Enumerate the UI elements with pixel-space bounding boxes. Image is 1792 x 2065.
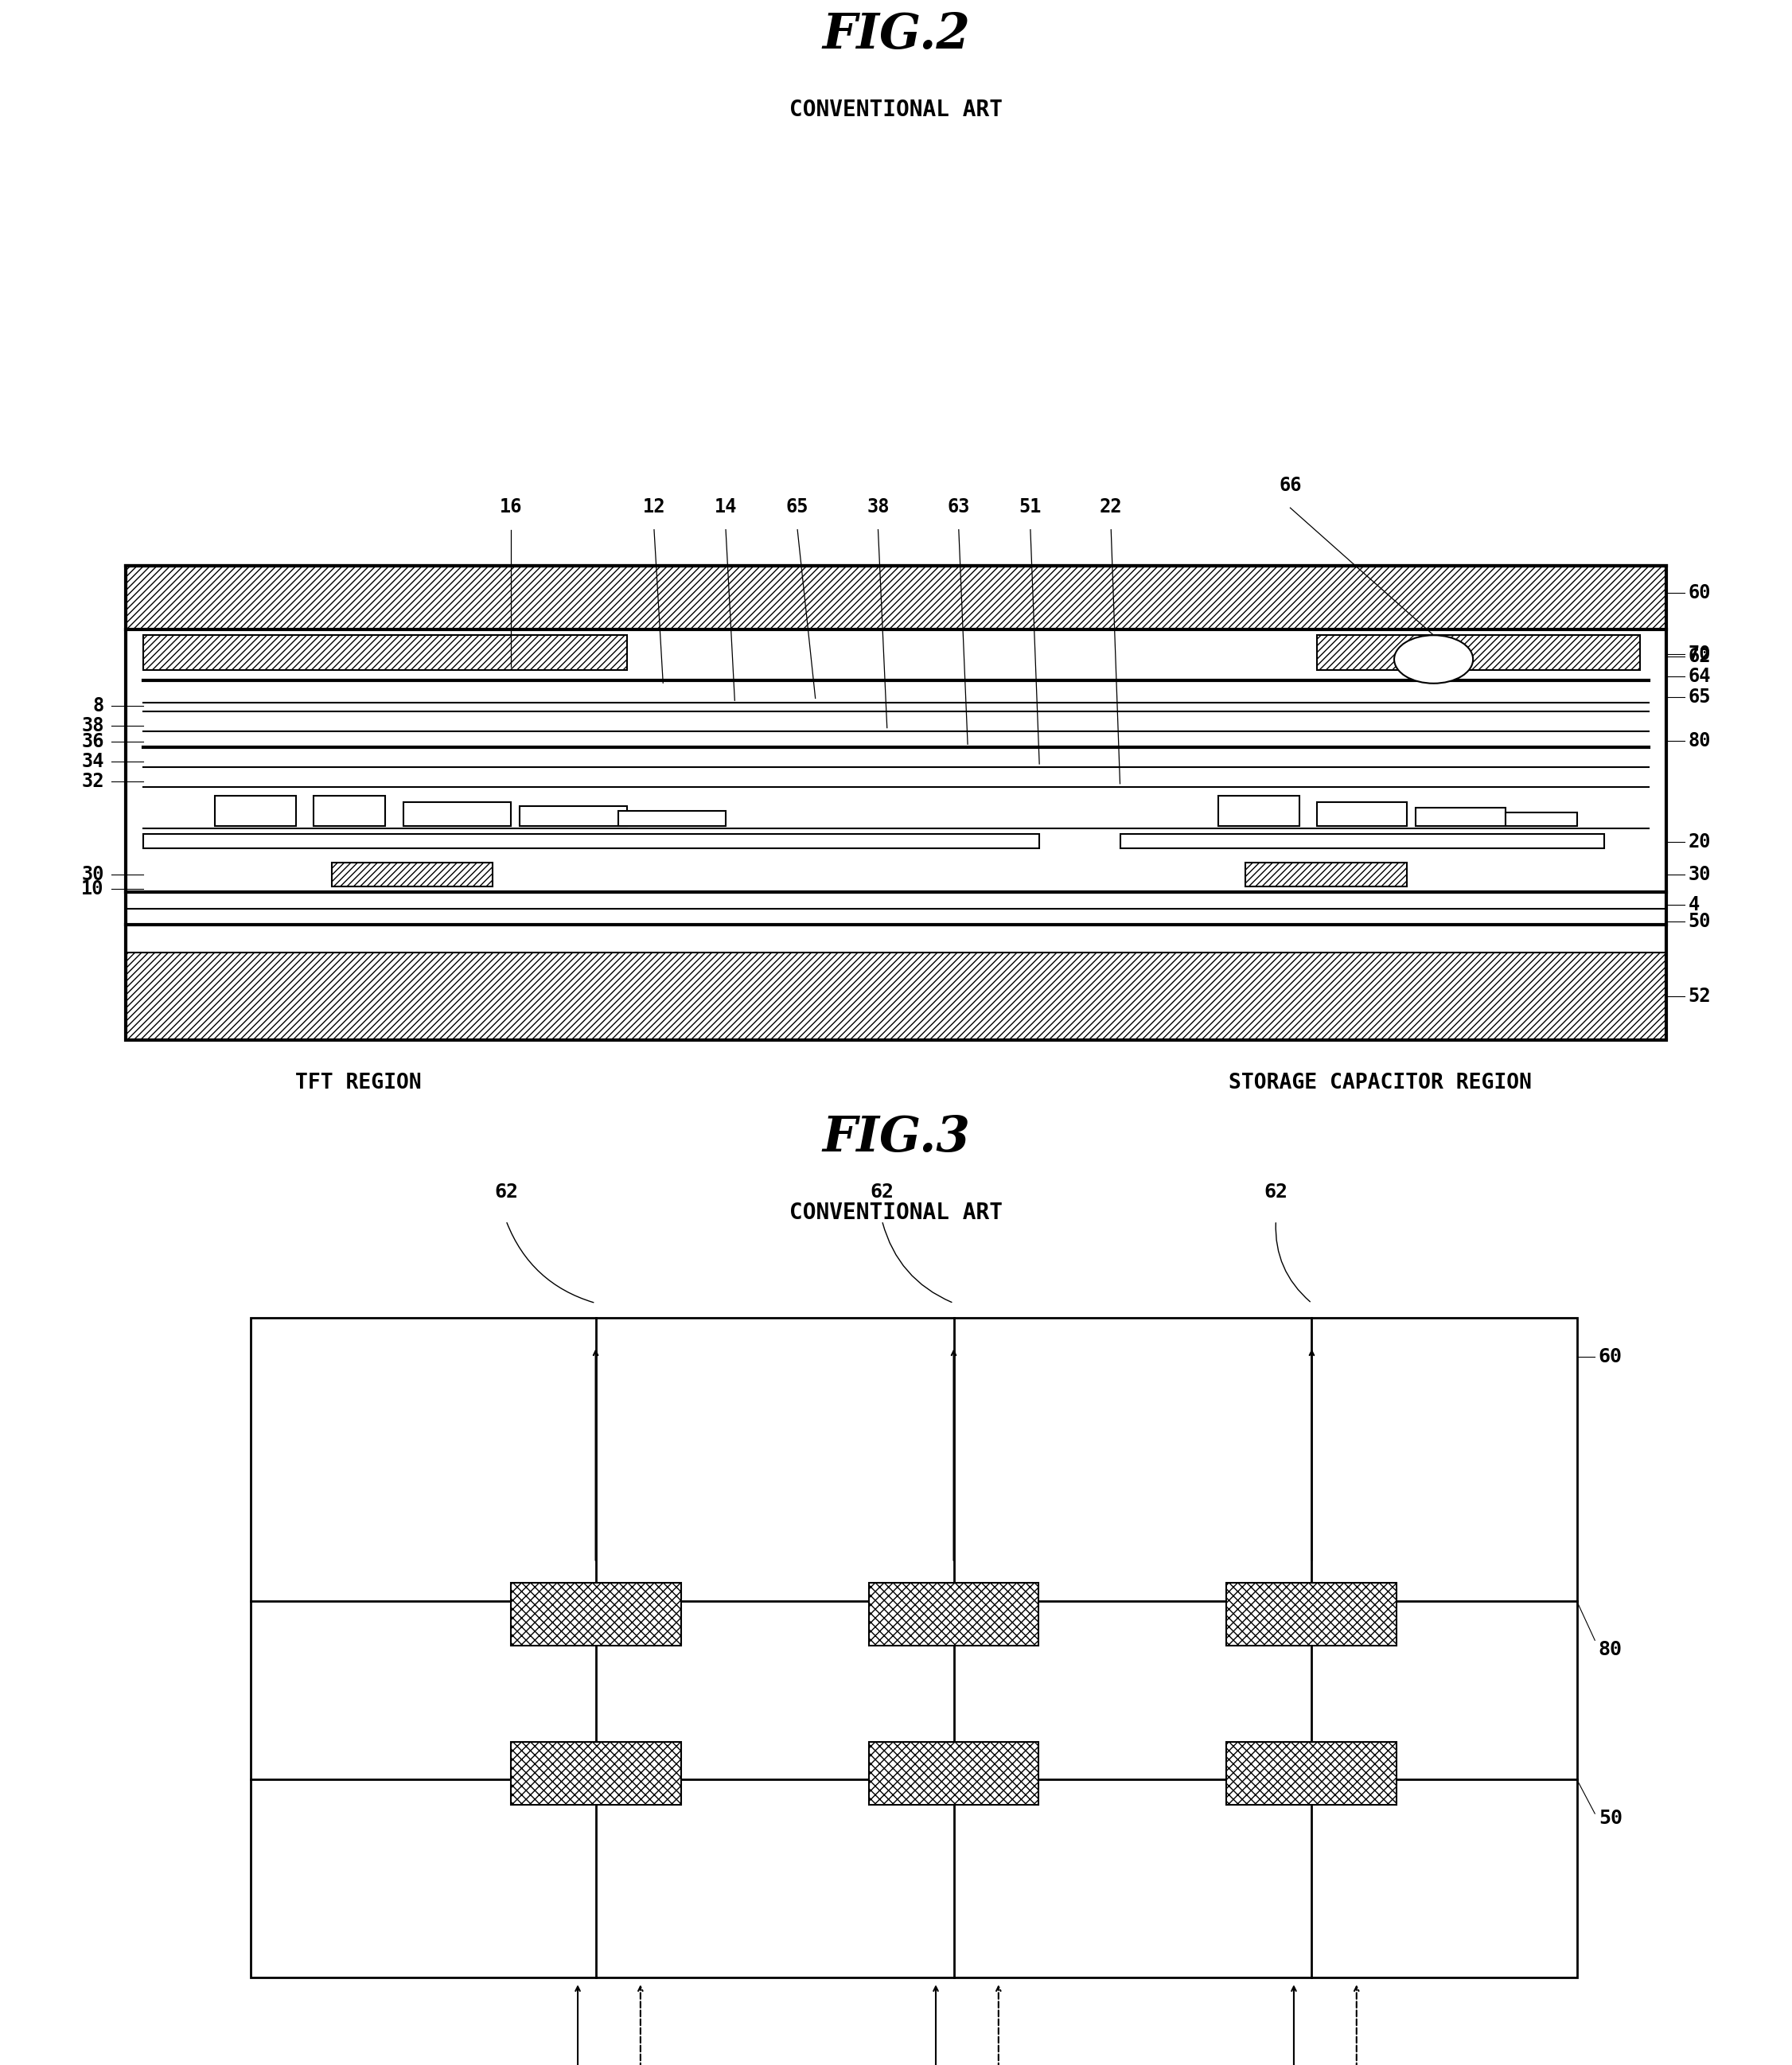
- Text: CONVENTIONAL ART: CONVENTIONAL ART: [788, 1202, 1004, 1222]
- Bar: [251, 1317, 1577, 1978]
- Text: 30: 30: [1688, 865, 1711, 884]
- Text: 8: 8: [93, 696, 104, 714]
- Text: 60: 60: [1688, 584, 1711, 603]
- Text: 80: 80: [1688, 731, 1711, 750]
- Text: 63: 63: [948, 498, 969, 516]
- Bar: [314, 795, 385, 826]
- Text: 30: 30: [81, 865, 104, 884]
- Bar: [332, 863, 493, 886]
- Bar: [1317, 634, 1640, 669]
- Bar: [143, 834, 1039, 849]
- Text: TFT REGION: TFT REGION: [296, 1072, 421, 1092]
- Circle shape: [1394, 636, 1473, 684]
- Text: 62: 62: [1688, 646, 1711, 667]
- Text: 62: 62: [871, 1181, 894, 1202]
- Bar: [1120, 834, 1604, 849]
- Text: STORAGE CAPACITOR REGION: STORAGE CAPACITOR REGION: [1228, 1072, 1532, 1092]
- Bar: [1505, 812, 1577, 826]
- Text: 22: 22: [1100, 498, 1122, 516]
- Text: 50: 50: [1598, 1809, 1622, 1828]
- Text: 51: 51: [1020, 498, 1041, 516]
- Text: 34: 34: [81, 752, 104, 772]
- Text: 52: 52: [1688, 987, 1711, 1006]
- Text: 66: 66: [1279, 475, 1301, 496]
- Text: 65: 65: [1688, 688, 1711, 706]
- Bar: [215, 795, 296, 826]
- Text: 64: 64: [1688, 667, 1711, 686]
- Bar: [1226, 1582, 1396, 1646]
- Text: 65: 65: [787, 498, 808, 516]
- Bar: [125, 566, 1667, 630]
- Text: 36: 36: [81, 733, 104, 752]
- Text: 16: 16: [500, 498, 521, 516]
- Text: 60: 60: [1598, 1346, 1622, 1367]
- Text: FIG.2: FIG.2: [823, 10, 969, 58]
- Text: 4: 4: [1688, 896, 1699, 915]
- Bar: [1219, 795, 1299, 826]
- Bar: [403, 801, 511, 826]
- Text: CONVENTIONAL ART: CONVENTIONAL ART: [788, 99, 1004, 120]
- Bar: [143, 634, 627, 669]
- Bar: [1416, 807, 1505, 826]
- Text: 32: 32: [81, 772, 104, 791]
- Bar: [125, 952, 1667, 1041]
- Bar: [511, 1741, 681, 1805]
- Text: 10: 10: [81, 880, 104, 898]
- Text: FIG.3: FIG.3: [823, 1113, 969, 1163]
- Text: 20: 20: [1688, 832, 1711, 851]
- Bar: [869, 1582, 1039, 1646]
- Text: 50: 50: [1688, 913, 1711, 931]
- Bar: [1226, 1741, 1396, 1805]
- Text: 38: 38: [867, 498, 889, 516]
- Bar: [511, 1582, 681, 1646]
- Bar: [618, 812, 726, 826]
- Bar: [520, 807, 627, 826]
- Text: 38: 38: [81, 717, 104, 735]
- Bar: [869, 1741, 1039, 1805]
- Text: 62: 62: [495, 1181, 518, 1202]
- Text: 12: 12: [643, 498, 665, 516]
- Text: 70: 70: [1688, 644, 1711, 663]
- Text: 80: 80: [1598, 1640, 1622, 1660]
- Bar: [1317, 801, 1407, 826]
- Text: 62: 62: [1263, 1181, 1288, 1202]
- Bar: [125, 566, 1667, 1041]
- Text: 14: 14: [715, 498, 737, 516]
- Bar: [1245, 863, 1407, 886]
